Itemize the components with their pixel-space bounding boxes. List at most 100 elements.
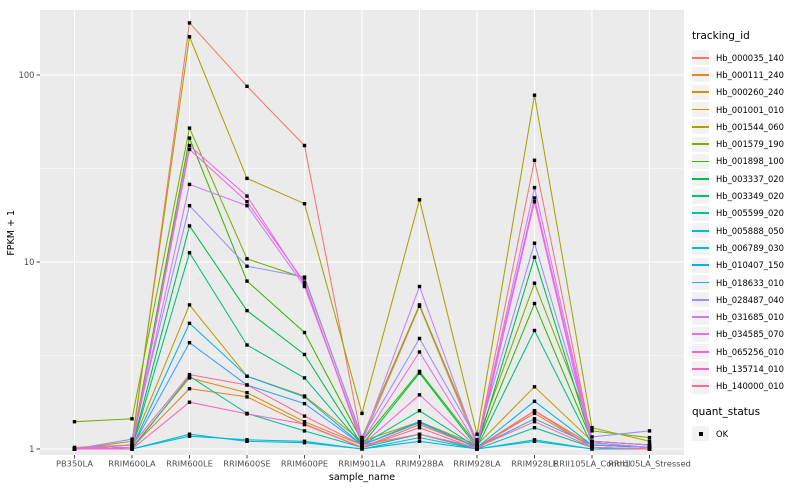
data-point xyxy=(302,422,307,426)
data-point xyxy=(245,391,249,395)
legend-key-swatch xyxy=(692,50,709,66)
data-point xyxy=(302,202,307,206)
data-point xyxy=(417,435,422,440)
data-point xyxy=(302,275,307,279)
x-tick-label: RRIM600LA xyxy=(108,459,156,469)
legend-line-icon xyxy=(692,56,709,59)
legend-line-icon xyxy=(692,125,709,128)
data-point xyxy=(245,176,249,181)
x-tick-label: RRIM901LA xyxy=(338,459,386,469)
data-point xyxy=(475,443,479,447)
data-point xyxy=(532,385,537,389)
data-point xyxy=(360,411,364,416)
legend-line-icon xyxy=(692,74,709,76)
data-point xyxy=(130,439,134,443)
data-point xyxy=(360,443,364,447)
data-point xyxy=(302,282,307,286)
data-point xyxy=(187,432,192,436)
data-point xyxy=(302,414,307,418)
legend-line-icon xyxy=(692,91,709,94)
legend-key-swatch xyxy=(692,171,709,187)
legend-line-icon xyxy=(692,195,709,197)
data-point xyxy=(360,445,364,450)
legend-line-icon xyxy=(692,212,709,215)
legend-line-icon xyxy=(692,264,709,267)
y-tick-label: 10 xyxy=(24,257,35,267)
data-point xyxy=(187,204,192,208)
data-point xyxy=(72,445,77,450)
data-point xyxy=(245,264,249,268)
legend-item-label: Hb_010407_150 xyxy=(716,260,784,271)
data-point xyxy=(187,400,192,404)
data-point xyxy=(187,434,192,438)
legend-item: Hb_031685_010 xyxy=(692,308,798,325)
data-point xyxy=(590,443,594,447)
data-point xyxy=(532,241,537,245)
x-tick-label: RRIM928LE xyxy=(511,459,558,469)
data-point xyxy=(417,303,422,307)
legend-line-icon xyxy=(692,229,709,232)
legend-key-swatch xyxy=(692,67,709,83)
legend-key-swatch xyxy=(692,240,709,256)
legend-item: Hb_140000_010 xyxy=(692,378,798,395)
data-point xyxy=(590,435,594,439)
data-point xyxy=(245,257,249,261)
legend-item: Hb_001001_010 xyxy=(692,101,798,118)
y-tick-label: 100 xyxy=(19,70,35,80)
data-point xyxy=(130,447,134,451)
legend-item: Hb_010407_150 xyxy=(692,257,798,274)
data-point xyxy=(302,352,307,357)
legend-title-tracking-id: tracking_id xyxy=(692,30,750,42)
data-point xyxy=(187,136,192,140)
data-point xyxy=(302,441,307,445)
data-point xyxy=(417,426,422,430)
legend-key-swatch xyxy=(692,326,709,342)
data-point xyxy=(417,432,422,436)
data-point xyxy=(302,395,307,399)
legend-line-icon xyxy=(692,160,709,163)
x-tick-label: RRIM928LA xyxy=(453,459,501,469)
data-point xyxy=(245,279,249,283)
data-point xyxy=(302,280,307,284)
data-point xyxy=(302,284,307,289)
legend-item-label: Hb_005888_050 xyxy=(716,225,784,236)
legend-line-icon xyxy=(692,177,709,180)
legend-item: Hb_000260_240 xyxy=(692,84,798,101)
x-tick-label: RRII105LA_Stressed xyxy=(608,459,691,469)
legend-item: Hb_005888_050 xyxy=(692,222,798,239)
legend-item-label: Hb_000035_140 xyxy=(716,52,784,63)
legend-item: Hb_034585_070 xyxy=(692,326,798,343)
legend-item-quant-ok: OK xyxy=(692,425,798,442)
data-point xyxy=(475,445,479,450)
legend-item: Hb_005599_020 xyxy=(692,205,798,222)
data-point xyxy=(417,198,422,202)
legend-key-swatch xyxy=(692,378,709,394)
data-point xyxy=(302,330,307,335)
data-point xyxy=(417,350,422,354)
data-point xyxy=(360,439,364,443)
data-point xyxy=(590,426,594,430)
square-point-icon xyxy=(698,431,703,436)
legend-key-point xyxy=(692,426,709,442)
legend-item: Hb_000035_140 xyxy=(692,49,798,66)
legend-item-label: Hb_001001_010 xyxy=(716,104,784,115)
legend: tracking_id Hb_000035_140 Hb_000111_240 Hb… xyxy=(692,30,798,442)
data-point xyxy=(245,412,249,416)
data-point xyxy=(532,328,537,333)
data-point xyxy=(187,341,192,345)
data-point xyxy=(532,426,537,430)
data-point xyxy=(417,439,422,443)
data-point xyxy=(590,429,594,433)
legend-key-swatch xyxy=(692,223,709,239)
x-tick-label: RRIM600LE xyxy=(166,459,213,469)
data-point xyxy=(647,443,652,447)
data-point xyxy=(590,441,594,445)
data-point xyxy=(187,224,192,228)
legend-item: Hb_001544_060 xyxy=(692,118,798,135)
data-point xyxy=(417,421,422,425)
legend-item: Hb_000111_240 xyxy=(692,66,798,83)
data-point xyxy=(187,147,192,152)
legend-line-icon xyxy=(692,368,709,370)
x-tick-label: RRIM600SE xyxy=(223,459,270,469)
